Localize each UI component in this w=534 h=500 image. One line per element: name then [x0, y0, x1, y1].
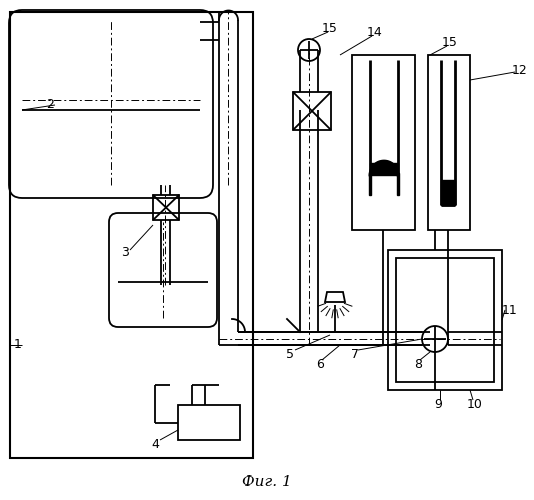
Text: 5: 5	[286, 348, 294, 362]
Text: 11: 11	[502, 304, 518, 316]
Bar	[153, 195, 179, 220]
Text: 9: 9	[434, 398, 442, 411]
Text: 7: 7	[351, 348, 359, 362]
Text: 2: 2	[46, 98, 54, 112]
Text: 6: 6	[316, 358, 324, 372]
Text: 1: 1	[14, 338, 22, 351]
Text: 15: 15	[442, 36, 458, 49]
Bar	[352, 55, 415, 230]
Bar	[178, 405, 240, 440]
Bar	[388, 250, 502, 390]
Text: 15: 15	[322, 22, 338, 35]
Bar	[428, 55, 470, 230]
Polygon shape	[370, 161, 398, 175]
Text: 8: 8	[414, 358, 422, 372]
Text: 3: 3	[121, 246, 129, 258]
Polygon shape	[370, 163, 398, 175]
Text: 12: 12	[512, 64, 528, 76]
Text: 14: 14	[367, 26, 383, 38]
Bar	[10, 12, 253, 458]
Bar	[396, 258, 494, 382]
Text: Фиг. 1: Фиг. 1	[242, 475, 292, 489]
Text: 10: 10	[467, 398, 483, 411]
Polygon shape	[369, 173, 371, 195]
Polygon shape	[397, 173, 399, 195]
Text: 4: 4	[151, 438, 159, 452]
Polygon shape	[441, 180, 455, 205]
Bar	[293, 92, 331, 130]
